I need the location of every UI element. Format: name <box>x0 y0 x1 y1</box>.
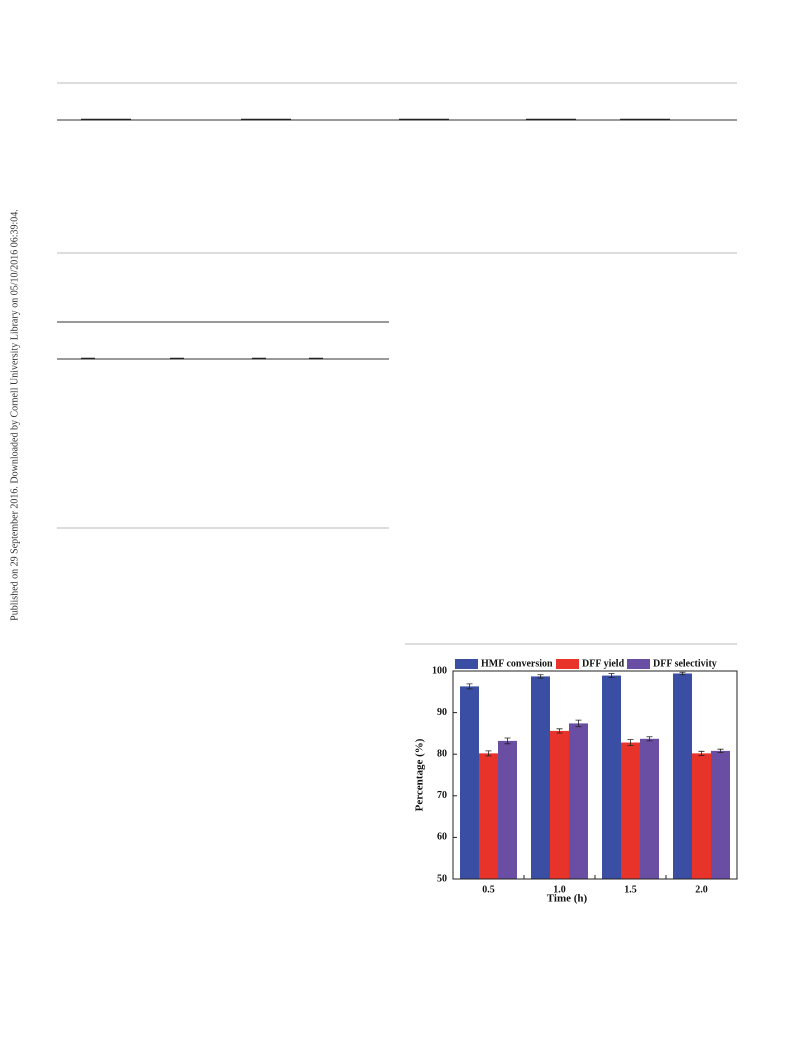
x-tick-label: 1.0 <box>553 884 566 895</box>
y-tick-label: 50 <box>437 873 447 884</box>
y-axis-title: Percentage (%) <box>414 738 426 811</box>
bar <box>602 675 621 879</box>
bar <box>640 738 659 879</box>
legend-swatch <box>455 659 478 669</box>
error-bar <box>504 737 511 745</box>
error-bar <box>679 671 686 676</box>
legend-swatch <box>627 659 650 669</box>
legend-swatch <box>556 659 579 669</box>
error-bar <box>646 736 653 742</box>
x-tick-label: 2.0 <box>695 884 708 895</box>
bar <box>498 740 517 879</box>
y-tick-label: 60 <box>437 832 447 843</box>
bar <box>621 742 640 879</box>
x-axis-title: Time (h) <box>547 893 588 905</box>
legend-label: DFF selectivity <box>653 658 717 669</box>
error-bar <box>556 728 563 734</box>
error-bar <box>608 673 615 679</box>
bar <box>673 673 692 879</box>
error-bar <box>537 674 544 679</box>
x-tick-label: 0.5 <box>482 884 495 895</box>
bar <box>550 730 569 879</box>
y-tick-label: 70 <box>437 790 447 801</box>
bar <box>569 723 588 879</box>
bar <box>692 753 711 879</box>
side-note: Published on 29 September 2016. Download… <box>9 209 20 621</box>
bar <box>479 753 498 879</box>
error-bar <box>717 748 724 753</box>
y-tick-label: 100 <box>432 665 447 676</box>
bar <box>460 686 479 879</box>
legend-label: DFF yield <box>582 658 625 669</box>
bar <box>531 676 550 879</box>
error-bar <box>698 750 705 756</box>
x-tick-label: 1.5 <box>624 884 637 895</box>
plot-frame <box>452 670 738 880</box>
bar <box>711 750 730 879</box>
error-bar <box>575 719 582 728</box>
error-bar <box>466 683 473 690</box>
y-tick-label: 80 <box>437 748 447 759</box>
chart: Time (h) Percentage (%) 50 60 70 80 90 100 0.5… <box>414 658 738 905</box>
legend-label: HMF conversion <box>481 658 553 669</box>
error-bar <box>485 750 492 757</box>
y-tick-label: 90 <box>437 707 447 718</box>
error-bar <box>627 739 634 746</box>
